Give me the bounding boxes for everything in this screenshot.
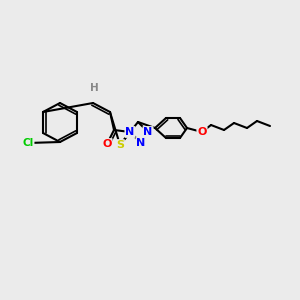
Text: N: N xyxy=(143,127,153,137)
Text: N: N xyxy=(125,127,135,137)
Text: O: O xyxy=(102,139,112,149)
Text: N: N xyxy=(136,138,146,148)
Text: S: S xyxy=(116,140,124,150)
Text: O: O xyxy=(197,127,207,137)
Text: Cl: Cl xyxy=(22,138,34,148)
Text: H: H xyxy=(90,83,98,93)
